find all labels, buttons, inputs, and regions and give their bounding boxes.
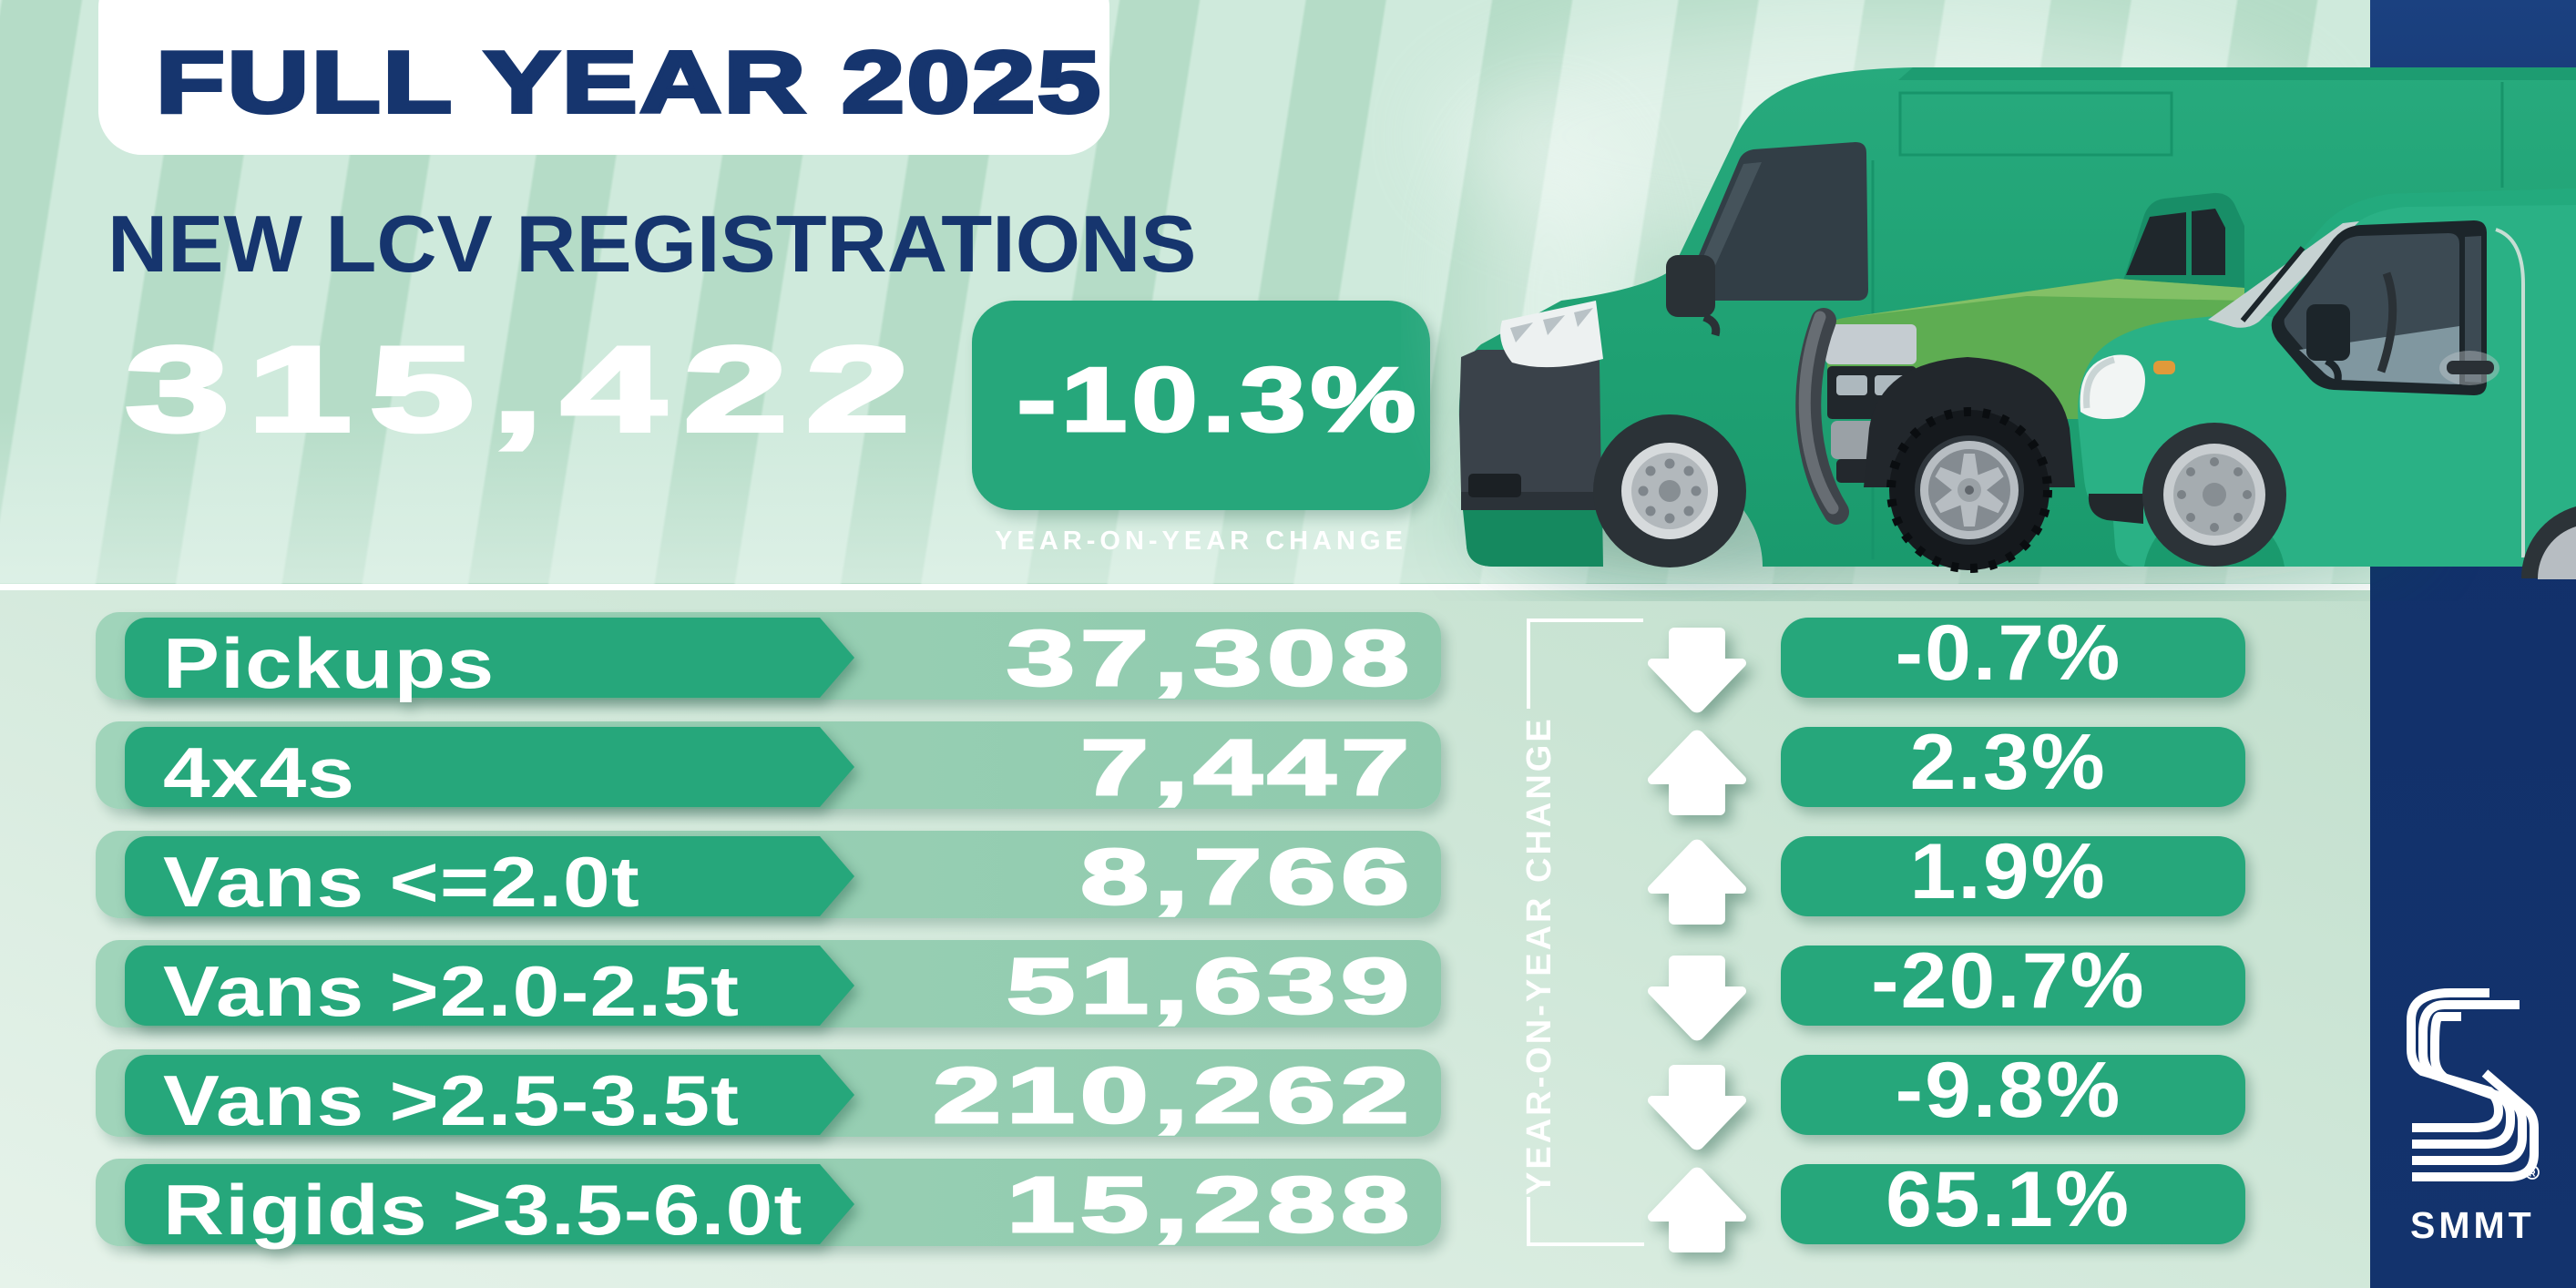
svg-text:R: R (2529, 1170, 2536, 1180)
